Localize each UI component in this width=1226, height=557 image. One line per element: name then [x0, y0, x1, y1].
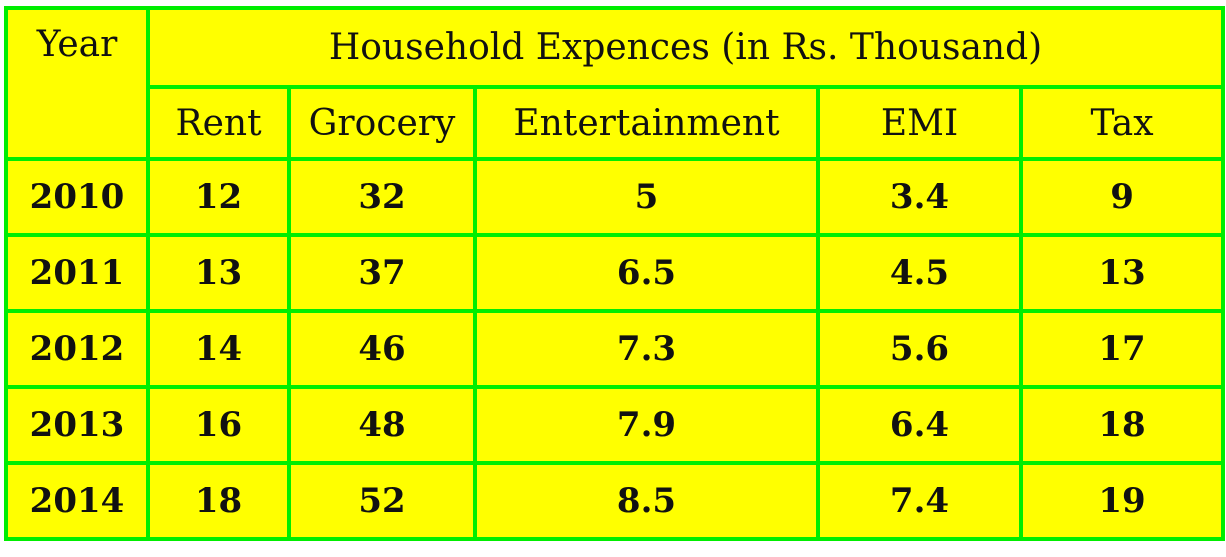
emi-cell: 4.5	[816, 233, 1023, 313]
entertainment-cell: 7.3	[473, 309, 820, 389]
entertainment-cell: 8.5	[473, 461, 820, 541]
table-row: 2014 18 52 8.5 7.4 19	[4, 461, 1226, 541]
tax-cell: 18	[1018, 385, 1226, 465]
entertainment-cell: 5	[473, 157, 820, 237]
table-row: 2011 13 37 6.5 4.5 13	[4, 233, 1226, 313]
table-row: 2012 14 46 7.3 5.6 17	[4, 309, 1226, 389]
emi-cell: 7.4	[816, 461, 1023, 541]
rent-cell: 12	[146, 157, 291, 237]
year-cell: 2010	[4, 157, 150, 237]
table-title: Household Expences (in Rs. Thousand)	[145, 6, 1226, 89]
year-cell: 2014	[4, 461, 150, 541]
tax-cell: 19	[1018, 461, 1226, 541]
header-row-top: Year Household Expences (in Rs. Thousand…	[4, 6, 1226, 161]
rent-cell: 18	[146, 461, 291, 541]
column-header-rent: Rent	[146, 85, 291, 161]
grocery-cell: 52	[287, 461, 477, 541]
column-header-grocery: Grocery	[287, 85, 477, 161]
header-row-columns: Rent Grocery Entertainment EMI Tax	[6, 85, 1226, 161]
emi-cell: 5.6	[816, 309, 1023, 389]
table-row: 2010 12 32 5 3.4 9	[4, 157, 1226, 237]
year-cell: 2012	[4, 309, 150, 389]
column-header-entertainment: Entertainment	[473, 85, 820, 161]
emi-cell: 6.4	[816, 385, 1023, 465]
tax-cell: 13	[1018, 233, 1226, 313]
grocery-cell: 37	[287, 233, 477, 313]
grocery-cell: 48	[287, 385, 477, 465]
grocery-cell: 46	[287, 309, 477, 389]
grocery-cell: 32	[287, 157, 477, 237]
tax-cell: 9	[1018, 157, 1226, 237]
entertainment-cell: 6.5	[473, 233, 820, 313]
rent-cell: 13	[146, 233, 291, 313]
tax-cell: 17	[1018, 309, 1226, 389]
year-cell: 2013	[4, 385, 150, 465]
column-header-emi: EMI	[816, 85, 1023, 161]
household-expenses-table: Year Household Expences (in Rs. Thousand…	[4, 6, 1226, 541]
year-cell: 2011	[4, 233, 150, 313]
year-column-header: Year	[4, 6, 150, 161]
rent-cell: 14	[146, 309, 291, 389]
rent-cell: 16	[146, 385, 291, 465]
emi-cell: 3.4	[816, 157, 1023, 237]
entertainment-cell: 7.9	[473, 385, 820, 465]
column-header-tax: Tax	[1018, 85, 1226, 161]
table-row: 2013 16 48 7.9 6.4 18	[4, 385, 1226, 465]
